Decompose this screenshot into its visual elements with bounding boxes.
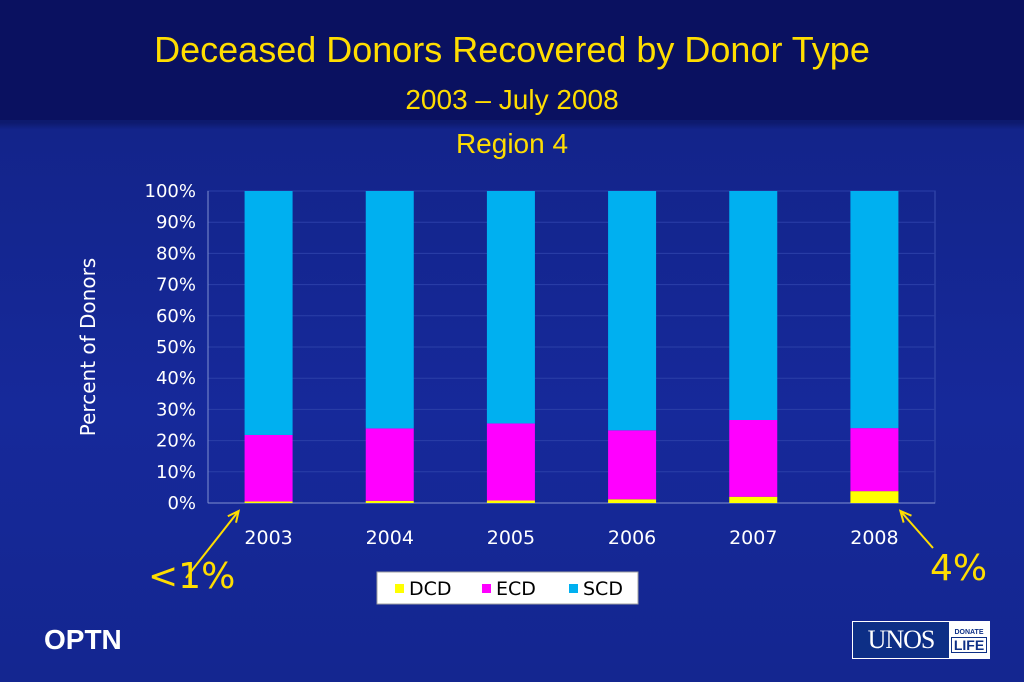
- x-tick-label: 2003: [244, 527, 292, 549]
- bar-scd-2004: [365, 191, 414, 429]
- donate-life-logo: DONATE LIFE: [949, 622, 989, 658]
- bar-dcd-2003: [244, 501, 293, 503]
- bar-ecd-2005: [486, 423, 535, 501]
- bar-dcd-2008: [850, 491, 899, 503]
- arrow-left-head: [227, 509, 241, 523]
- y-tick-label: 80%: [156, 243, 196, 264]
- unos-logo-text: UNOS: [853, 622, 949, 658]
- y-tick-label: 30%: [156, 399, 196, 420]
- legend-label-ecd: ECD: [496, 578, 536, 600]
- y-tick-label: 40%: [156, 368, 196, 389]
- unos-donate-life-logo: UNOS DONATE LIFE: [852, 621, 990, 659]
- bar-ecd-2006: [608, 430, 657, 500]
- title-band: [0, 0, 1024, 120]
- legend-swatch-ecd: [482, 584, 491, 593]
- legend-label-scd: SCD: [583, 578, 623, 600]
- bar-ecd-2007: [729, 420, 778, 497]
- x-tick-label: 2006: [608, 527, 656, 549]
- y-tick-label: 90%: [156, 212, 196, 233]
- arrow-left: [185, 510, 240, 579]
- y-tick-label: 70%: [156, 275, 196, 296]
- legend-swatch-dcd: [395, 584, 404, 593]
- y-tick-label: 0%: [167, 493, 196, 514]
- y-tick-label: 20%: [156, 431, 196, 452]
- bar-ecd-2004: [365, 428, 414, 501]
- legend-swatch-scd: [569, 584, 578, 593]
- bar-dcd-2004: [365, 500, 414, 503]
- x-tick-label: 2004: [366, 527, 414, 549]
- slide-subtitle-region: Region 4: [455, 128, 569, 159]
- bar-dcd-2007: [729, 496, 778, 503]
- bar-scd-2007: [729, 191, 778, 421]
- x-tick-label: 2005: [487, 527, 535, 549]
- arrow-right-head: [898, 509, 912, 523]
- optn-footer-label: OPTN: [44, 624, 122, 655]
- y-tick-label: 10%: [156, 462, 196, 483]
- bar-dcd-2006: [608, 499, 657, 503]
- y-tick-label: 60%: [156, 306, 196, 327]
- y-tick-label: 50%: [156, 337, 196, 358]
- bar-scd-2006: [608, 191, 657, 431]
- bar-ecd-2003: [244, 434, 293, 502]
- slide-subtitle-dates: 2003 – July 2008: [405, 84, 619, 115]
- x-tick-label: 2008: [850, 527, 898, 549]
- arrow-right: [899, 510, 934, 549]
- legend-label-dcd: DCD: [409, 578, 452, 600]
- slide-title: Deceased Donors Recovered by Donor Type: [154, 29, 870, 70]
- legend-box: [376, 571, 639, 605]
- y-axis-label: Percent of Donors: [76, 258, 100, 436]
- bar-scd-2008: [850, 191, 899, 429]
- donate-logo-text: DONATE: [954, 628, 984, 636]
- life-logo-text: LIFE: [950, 636, 988, 653]
- bar-scd-2003: [244, 191, 293, 435]
- bar-ecd-2008: [850, 428, 899, 492]
- bar-scd-2005: [486, 191, 535, 424]
- x-tick-label: 2007: [729, 527, 777, 549]
- bar-dcd-2005: [486, 500, 535, 503]
- annotation-4-percent: 4%: [930, 548, 988, 589]
- y-tick-label: 100%: [145, 181, 196, 202]
- annotation-less-than-1-percent: <1%: [148, 556, 236, 597]
